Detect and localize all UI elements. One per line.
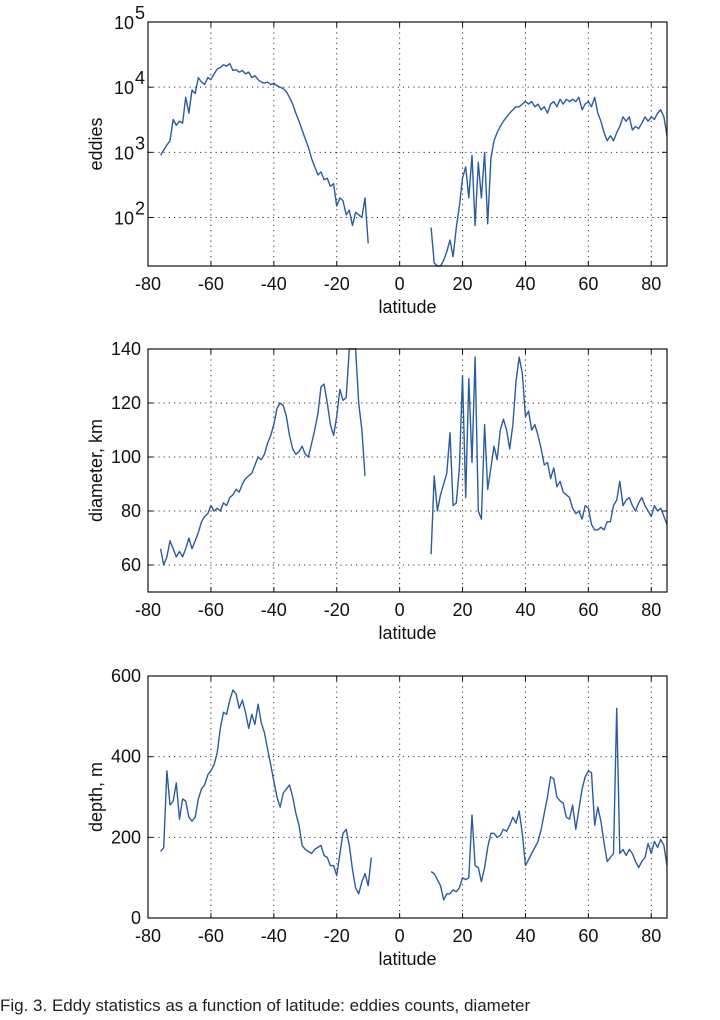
series-line — [430, 96, 668, 267]
x-tick-label: 40 — [515, 274, 535, 294]
y-tick-label: 60 — [121, 555, 141, 575]
y-tick-exponent: 5 — [135, 3, 145, 23]
x-tick-label: 80 — [641, 926, 661, 946]
series-line — [160, 689, 372, 895]
x-tick-label: 40 — [515, 600, 535, 620]
x-tick-label: -20 — [324, 600, 350, 620]
x-tick-label: -80 — [135, 274, 161, 294]
x-tick-label: 60 — [578, 926, 598, 946]
x-tick-label: -60 — [198, 274, 224, 294]
y-tick-label: 10 — [114, 208, 134, 228]
series-line — [430, 356, 668, 555]
figure-caption: Fig. 3. Eddy statistics as a function of… — [0, 996, 531, 1015]
diameter-panel: -80 -60 -40 -20 0 20 40 60 80 60 80 100 120 140 latitu… — [86, 339, 668, 643]
x-tick-label: 20 — [453, 926, 473, 946]
y-tick-label: 120 — [111, 393, 141, 413]
x-tick-label: 0 — [395, 600, 405, 620]
y-tick-exponent: 2 — [135, 198, 145, 218]
x-axis-label: latitude — [378, 297, 436, 317]
x-tick-label: -40 — [261, 274, 287, 294]
series-line — [160, 62, 369, 244]
x-tick-label: -60 — [198, 600, 224, 620]
plot-frame — [147, 675, 668, 919]
y-tick-label: 200 — [111, 827, 141, 847]
x-tick-label: -40 — [261, 926, 287, 946]
x-tick-label: -20 — [324, 274, 350, 294]
y-axis-label: eddies — [86, 117, 106, 170]
y-tick-label: 10 — [114, 143, 134, 163]
x-tick-label: 80 — [641, 600, 661, 620]
y-tick-label: 400 — [111, 747, 141, 767]
y-tick-exponent: 4 — [135, 68, 145, 88]
x-tick-label: -80 — [135, 926, 161, 946]
x-tick-label: -80 — [135, 600, 161, 620]
plot-frame — [147, 348, 668, 593]
x-tick-label: 20 — [453, 600, 473, 620]
y-tick-label: 10 — [114, 13, 134, 33]
series-line — [159, 348, 366, 566]
y-tick-label: 140 — [111, 339, 141, 359]
y-tick-label: 100 — [111, 447, 141, 467]
y-tick-label: 0 — [131, 908, 141, 928]
y-tick-label: 80 — [121, 501, 141, 521]
x-tick-label: 60 — [578, 274, 598, 294]
x-axis-label: latitude — [378, 623, 436, 643]
y-axis-label: depth, m — [86, 762, 106, 832]
x-tick-label: 40 — [515, 926, 535, 946]
x-tick-label: 20 — [453, 274, 473, 294]
x-tick-label: 80 — [641, 274, 661, 294]
x-tick-label: -20 — [324, 926, 350, 946]
plot-frame — [147, 21, 668, 267]
x-tick-label: -40 — [261, 600, 287, 620]
y-tick-label: 10 — [114, 78, 134, 98]
series-line — [430, 707, 668, 901]
x-axis-label: latitude — [378, 949, 436, 969]
depth-panel: -80 -60 -40 -20 0 20 40 60 80 0 200 400 600 latitude d… — [86, 666, 668, 969]
y-axis-label: diameter, km — [86, 419, 106, 522]
y-tick-exponent: 3 — [135, 133, 145, 153]
x-tick-label: 60 — [578, 600, 598, 620]
y-tick-label: 600 — [111, 666, 141, 686]
x-tick-label: 0 — [395, 274, 405, 294]
x-tick-label: -60 — [198, 926, 224, 946]
x-tick-label: 0 — [395, 926, 405, 946]
